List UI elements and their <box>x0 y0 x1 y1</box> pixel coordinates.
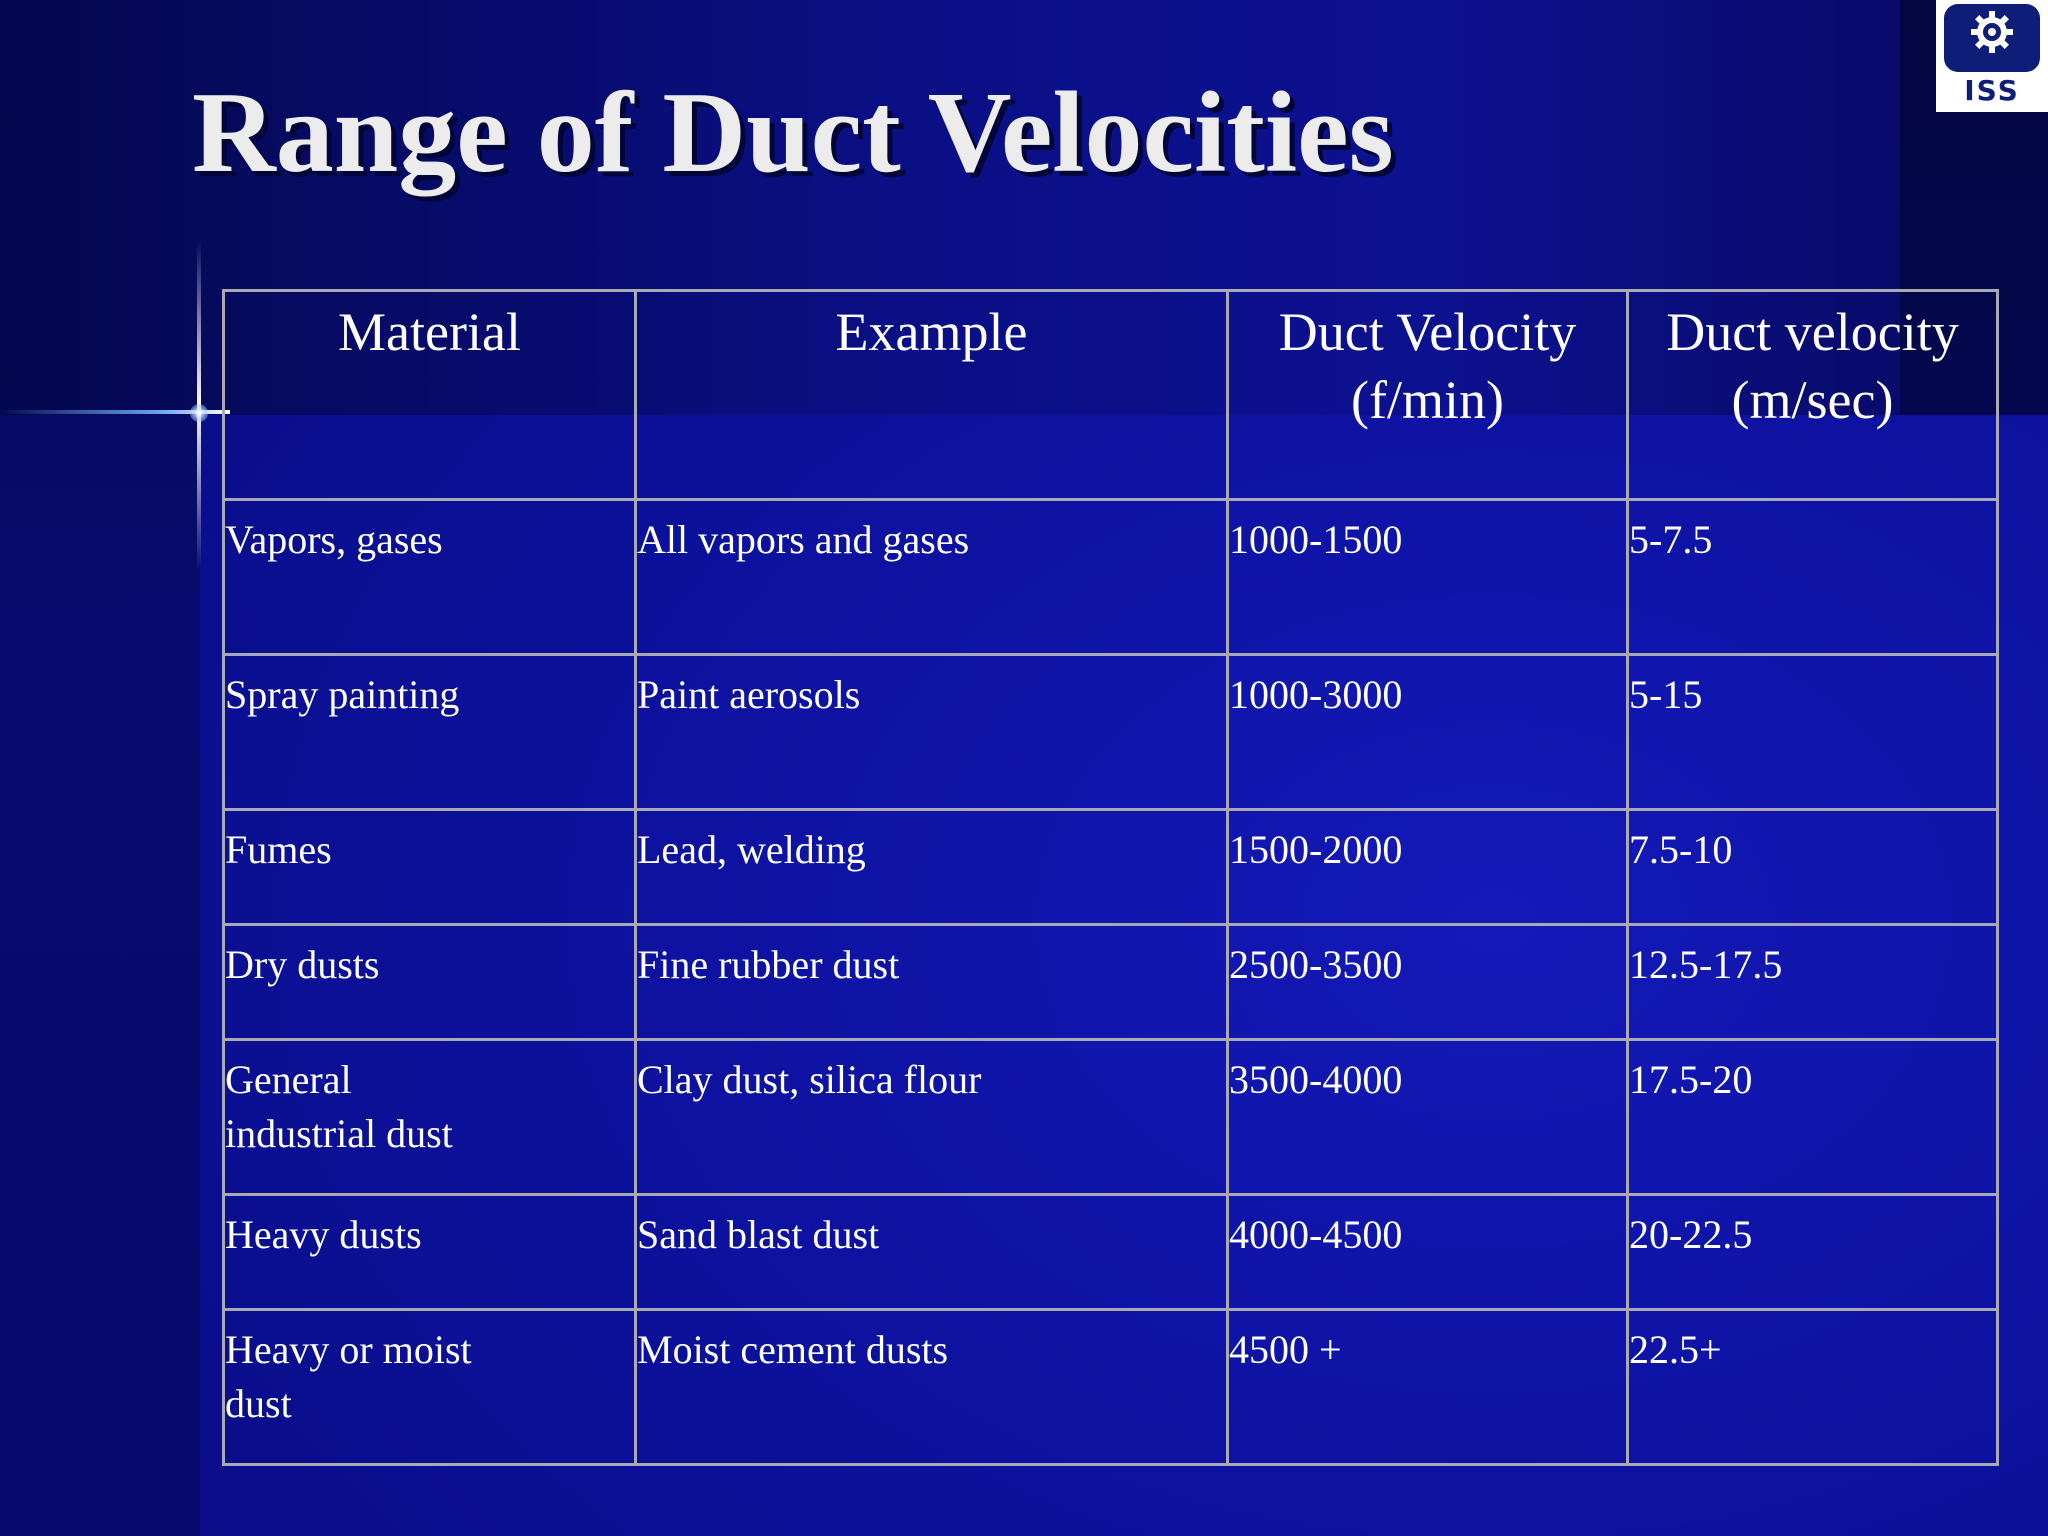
header-velocity-mps-line2: (m/sec) <box>1731 370 1894 430</box>
cell-example: Fine rubber dust <box>634 923 1229 1041</box>
cell-example: Moist cement dusts <box>634 1308 1229 1466</box>
logo-emblem <box>1944 4 2040 72</box>
cell-material-line1: General <box>225 1057 352 1102</box>
cell-material-line2: dust <box>225 1381 292 1426</box>
header-velocity-fpm: Duct Velocity (f/min) <box>1226 289 1629 501</box>
cell-velocity-mps: 20-22.5 <box>1626 1193 1999 1311</box>
cell-material-line1: Heavy or moist <box>225 1327 472 1372</box>
cell-example: Paint aerosols <box>634 653 1229 811</box>
cell-velocity-fpm: 1000-1500 <box>1226 498 1629 656</box>
cell-velocity-mps: 22.5+ <box>1626 1308 1999 1466</box>
cell-material: Heavy dusts <box>222 1193 637 1311</box>
table-row: General industrial dust Clay dust, silic… <box>222 1038 1999 1196</box>
iss-logo: ISS <box>1936 0 2048 112</box>
table-row: Fumes Lead, welding 1500-2000 7.5-10 <box>222 808 1999 926</box>
cell-material-line2: industrial dust <box>225 1111 453 1156</box>
table-row: Vapors, gases All vapors and gases 1000-… <box>222 498 1999 656</box>
duct-velocity-table: Material Example Duct Velocity (f/min) D… <box>222 289 1999 1466</box>
header-example: Example <box>634 289 1229 501</box>
table-header-row: Material Example Duct Velocity (f/min) D… <box>222 289 1999 501</box>
cell-material: Spray painting <box>222 653 637 811</box>
light-flare-center <box>190 404 208 422</box>
cell-material: General industrial dust <box>222 1038 637 1196</box>
cell-example: Lead, welding <box>634 808 1229 926</box>
table-row: Heavy or moist dust Moist cement dusts 4… <box>222 1308 1999 1466</box>
cell-velocity-mps: 17.5-20 <box>1626 1038 1999 1196</box>
cell-material: Vapors, gases <box>222 498 637 656</box>
logo-text: ISS <box>1964 74 2020 107</box>
header-velocity-mps-line1: Duct velocity <box>1666 302 1959 362</box>
cell-material: Dry dusts <box>222 923 637 1041</box>
cell-velocity-mps: 5-15 <box>1626 653 1999 811</box>
cell-velocity-fpm: 4000-4500 <box>1226 1193 1629 1311</box>
cell-velocity-mps: 5-7.5 <box>1626 498 1999 656</box>
cell-velocity-mps: 7.5-10 <box>1626 808 1999 926</box>
gear-icon <box>1971 11 2013 53</box>
table-row: Dry dusts Fine rubber dust 2500-3500 12.… <box>222 923 1999 1041</box>
cell-example: Clay dust, silica flour <box>634 1038 1229 1196</box>
cell-velocity-fpm: 1000-3000 <box>1226 653 1629 811</box>
header-material: Material <box>222 289 637 501</box>
slide-title: Range of Duct Velocities <box>192 69 1394 197</box>
header-velocity-mps: Duct velocity (m/sec) <box>1626 289 1999 501</box>
cell-velocity-fpm: 4500 + <box>1226 1308 1629 1466</box>
cell-velocity-mps: 12.5-17.5 <box>1626 923 1999 1041</box>
cell-example: All vapors and gases <box>634 498 1229 656</box>
table-row: Spray painting Paint aerosols 1000-3000 … <box>222 653 1999 811</box>
light-flare-horizontal <box>0 410 230 414</box>
cell-material: Heavy or moist dust <box>222 1308 637 1466</box>
cell-material: Fumes <box>222 808 637 926</box>
table-row: Heavy dusts Sand blast dust 4000-4500 20… <box>222 1193 1999 1311</box>
cell-velocity-fpm: 3500-4000 <box>1226 1038 1629 1196</box>
cell-example: Sand blast dust <box>634 1193 1229 1311</box>
cell-velocity-fpm: 2500-3500 <box>1226 923 1629 1041</box>
cell-velocity-fpm: 1500-2000 <box>1226 808 1629 926</box>
header-velocity-fpm-line1: Duct Velocity <box>1278 302 1577 362</box>
header-velocity-fpm-line2: (f/min) <box>1351 370 1504 430</box>
